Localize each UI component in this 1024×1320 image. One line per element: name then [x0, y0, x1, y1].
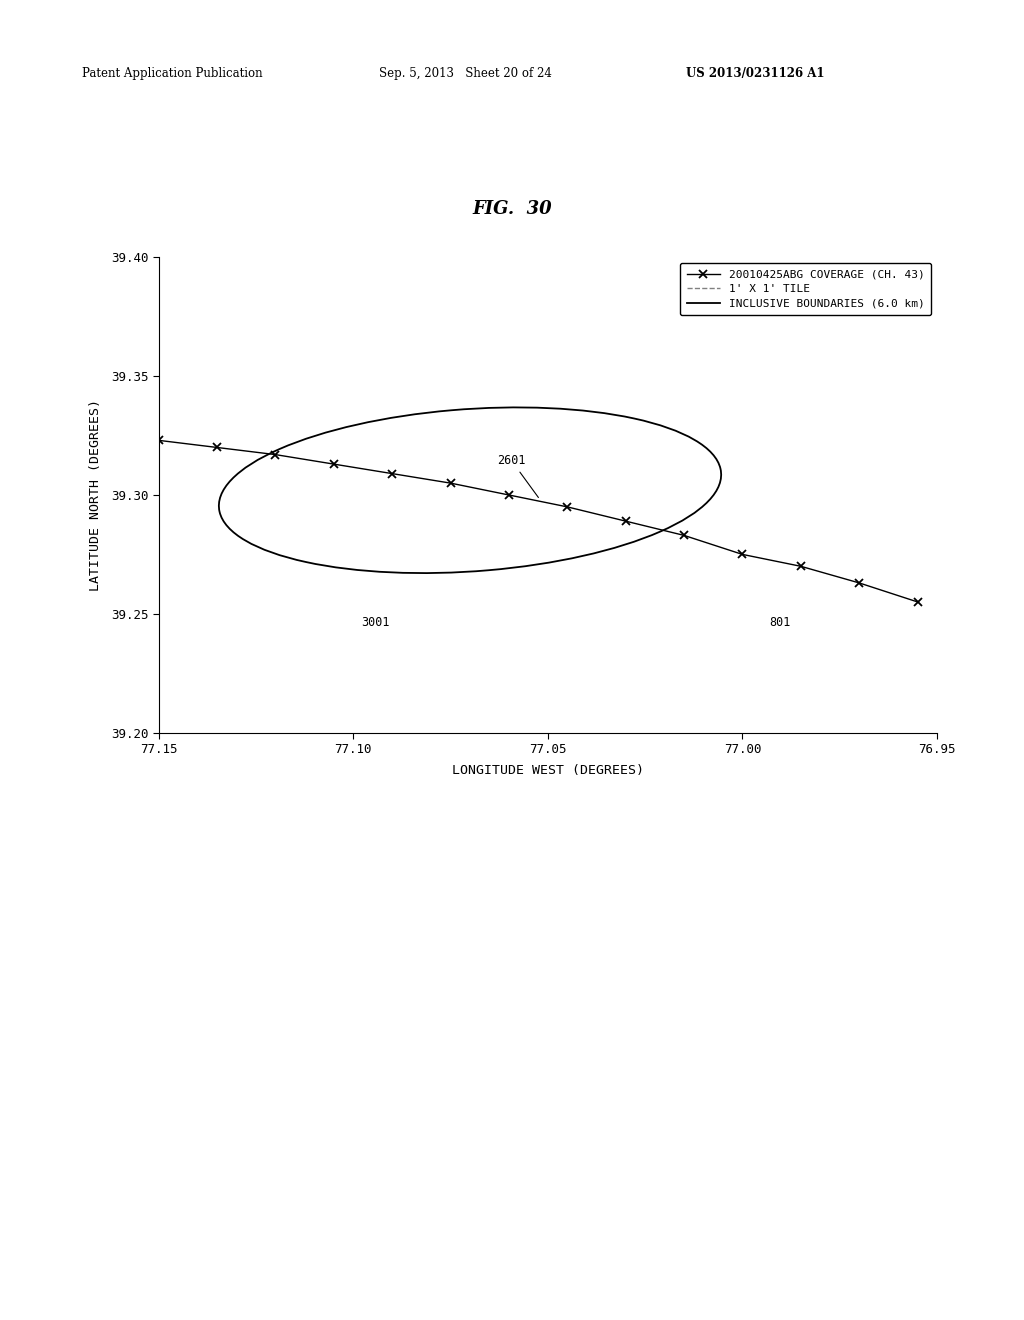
- 20010425ABG COVERAGE (CH. 43): [911, 594, 924, 610]
- 20010425ABG COVERAGE (CH. 43): [269, 446, 282, 462]
- Line: 20010425ABG COVERAGE (CH. 43): 20010425ABG COVERAGE (CH. 43): [155, 437, 922, 606]
- 20010425ABG COVERAGE (CH. 43): [678, 528, 690, 544]
- 20010425ABG COVERAGE (CH. 43): [211, 440, 223, 455]
- 20010425ABG COVERAGE (CH. 43): [386, 466, 398, 482]
- 20010425ABG COVERAGE (CH. 43): [444, 475, 457, 491]
- X-axis label: LONGITUDE WEST (DEGREES): LONGITUDE WEST (DEGREES): [452, 764, 644, 777]
- 20010425ABG COVERAGE (CH. 43): [153, 433, 165, 449]
- 20010425ABG COVERAGE (CH. 43): [561, 499, 573, 515]
- 20010425ABG COVERAGE (CH. 43): [736, 546, 749, 562]
- Legend: 20010425ABG COVERAGE (CH. 43), 1' X 1' TILE, INCLUSIVE BOUNDARIES (6.0 km): 20010425ABG COVERAGE (CH. 43), 1' X 1' T…: [680, 263, 932, 315]
- Y-axis label: LATITUDE NORTH (DEGREES): LATITUDE NORTH (DEGREES): [89, 399, 102, 591]
- Text: 801: 801: [770, 615, 791, 628]
- Text: Patent Application Publication: Patent Application Publication: [82, 66, 262, 79]
- 20010425ABG COVERAGE (CH. 43): [853, 576, 865, 591]
- Text: FIG.  30: FIG. 30: [472, 199, 552, 218]
- Text: US 2013/0231126 A1: US 2013/0231126 A1: [686, 66, 824, 79]
- Text: Sep. 5, 2013   Sheet 20 of 24: Sep. 5, 2013 Sheet 20 of 24: [379, 66, 552, 79]
- Text: 2601: 2601: [498, 454, 539, 498]
- 20010425ABG COVERAGE (CH. 43): [503, 487, 515, 503]
- 20010425ABG COVERAGE (CH. 43): [328, 457, 340, 473]
- 20010425ABG COVERAGE (CH. 43): [620, 513, 632, 529]
- Text: 3001: 3001: [361, 615, 389, 628]
- 20010425ABG COVERAGE (CH. 43): [795, 558, 807, 574]
